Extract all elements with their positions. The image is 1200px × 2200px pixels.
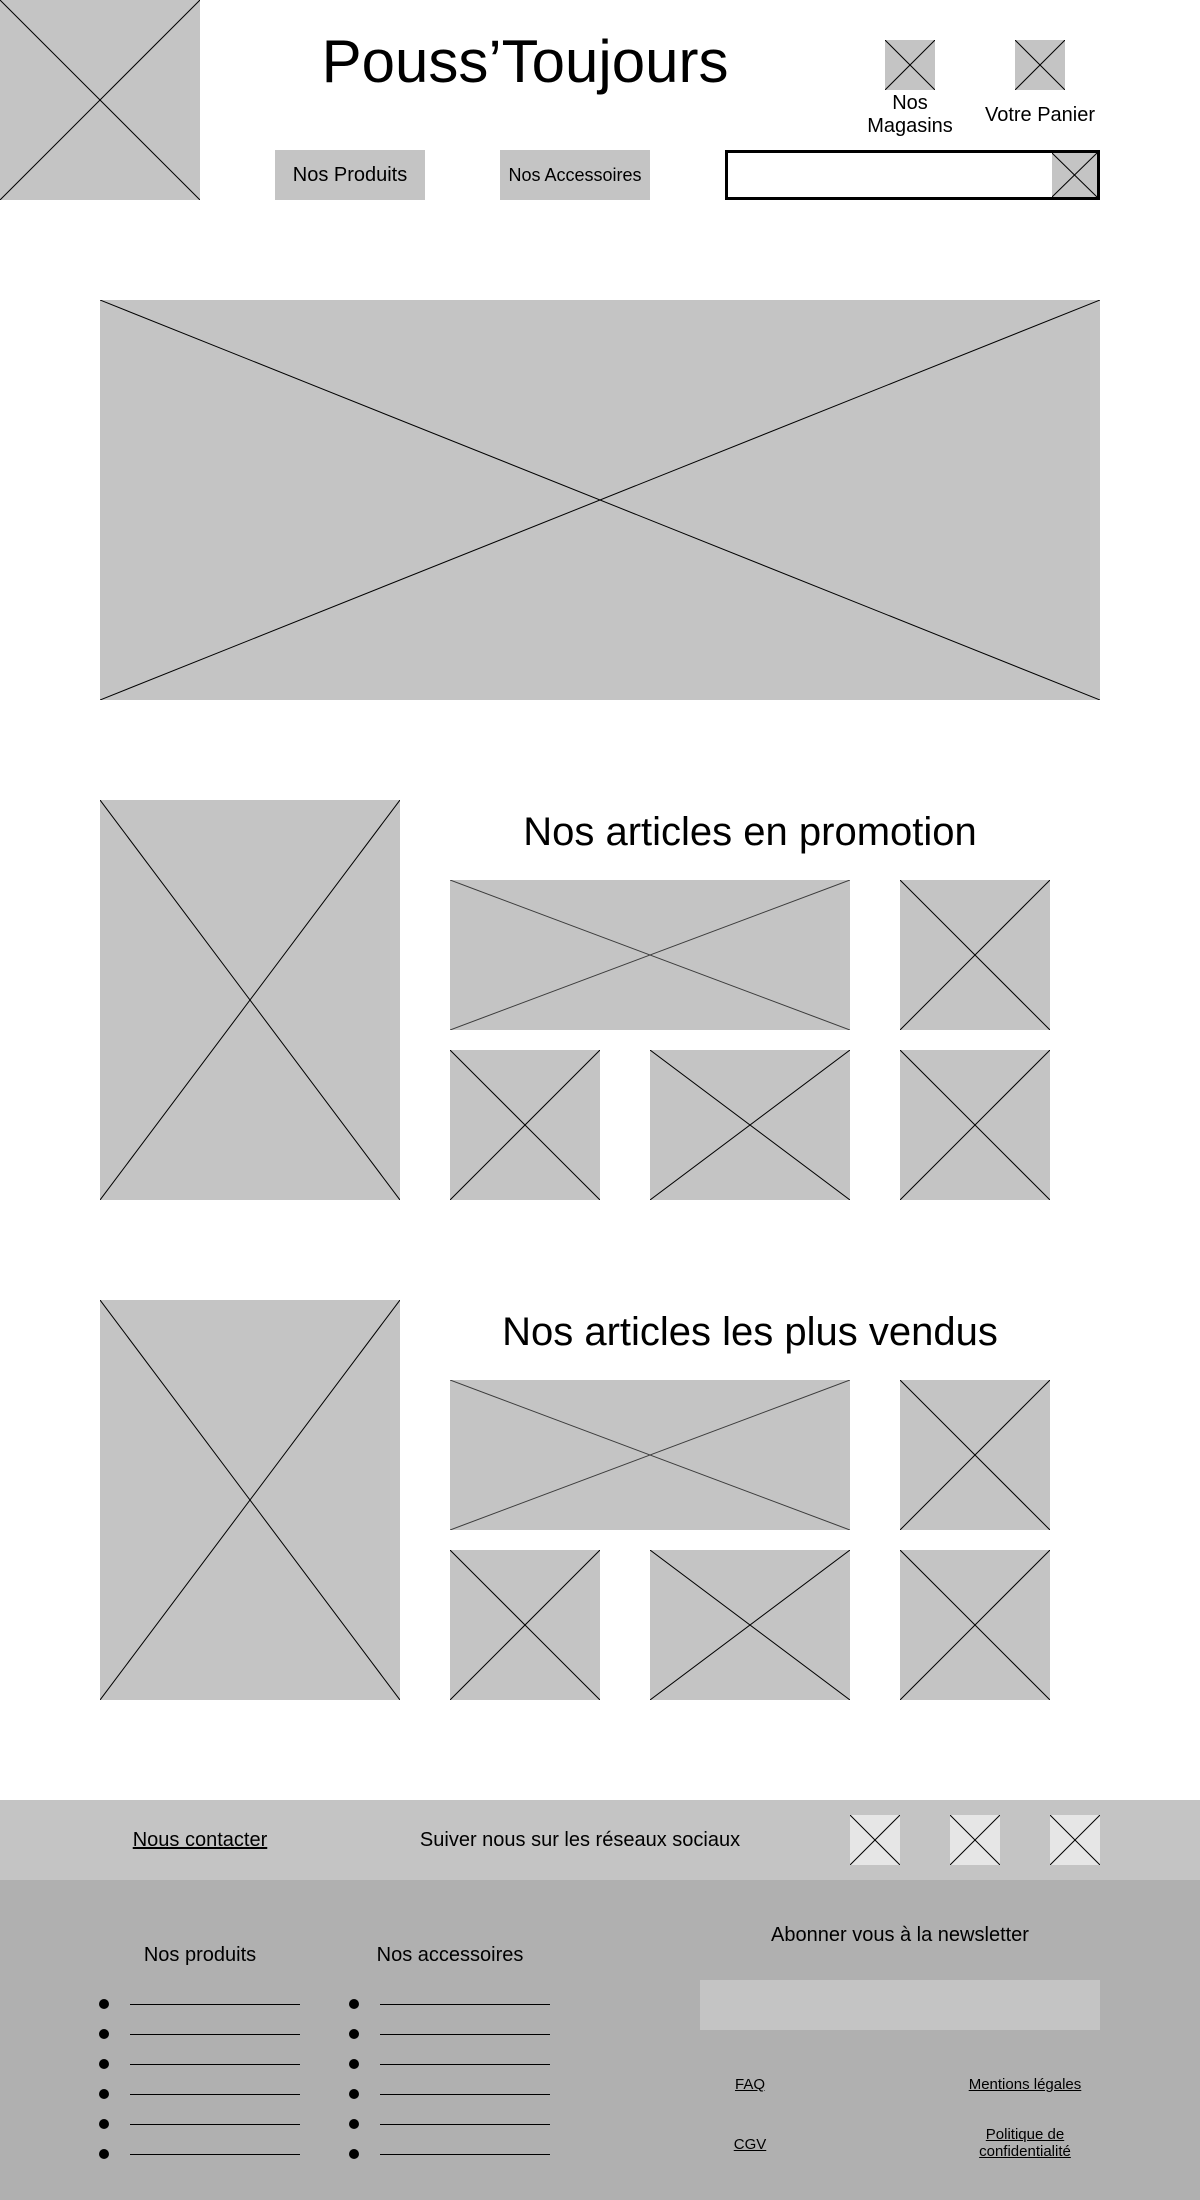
list-item-line[interactable] bbox=[130, 2094, 300, 2095]
list-bullet bbox=[99, 2119, 109, 2129]
cgv-link[interactable]: CGV bbox=[733, 2136, 767, 2153]
bestseller-item-image[interactable] bbox=[450, 1550, 600, 1700]
list-item-line[interactable] bbox=[130, 2154, 300, 2155]
footer-accessories-title: Nos accessoires bbox=[376, 1944, 524, 1966]
store-icon[interactable] bbox=[885, 40, 935, 90]
cart-icon[interactable] bbox=[1015, 40, 1065, 90]
bestseller-item-image[interactable] bbox=[650, 1550, 850, 1700]
list-bullet bbox=[349, 2119, 359, 2129]
social-icon[interactable] bbox=[1050, 1815, 1100, 1865]
cart-label[interactable]: Votre Panier bbox=[984, 104, 1096, 126]
list-item-line[interactable] bbox=[130, 2124, 300, 2125]
privacy-policy-link[interactable]: Politique de confidentialité bbox=[979, 2126, 1071, 2160]
newsletter-email-input[interactable] bbox=[700, 1980, 1100, 2030]
list-item-line[interactable] bbox=[380, 2094, 550, 2095]
social-icon[interactable] bbox=[950, 1815, 1000, 1865]
promo-item-image[interactable] bbox=[650, 1050, 850, 1200]
bestseller-item-image[interactable] bbox=[900, 1550, 1050, 1700]
bestseller-featured-image[interactable] bbox=[100, 1300, 400, 1700]
hero-banner-image[interactable] bbox=[100, 300, 1100, 700]
list-bullet bbox=[99, 2029, 109, 2039]
list-item-line[interactable] bbox=[380, 2154, 550, 2155]
list-item-line[interactable] bbox=[130, 2064, 300, 2065]
list-bullet bbox=[99, 2089, 109, 2099]
site-title: Pouss’Toujours bbox=[321, 28, 729, 95]
footer-products-title: Nos produits bbox=[143, 1944, 257, 1966]
faq-link[interactable]: FAQ bbox=[734, 2076, 765, 2093]
newsletter-title: Abonner vous à la newsletter bbox=[771, 1924, 1029, 1946]
bestsellers-title: Nos articles les plus vendus bbox=[502, 1310, 998, 1354]
list-bullet bbox=[349, 1999, 359, 2009]
list-item-line[interactable] bbox=[130, 2034, 300, 2035]
contact-link[interactable]: Nous contacter bbox=[132, 1829, 268, 1851]
list-bullet bbox=[99, 1999, 109, 2009]
stores-label[interactable]: Nos Magasins bbox=[867, 92, 953, 137]
search-input[interactable] bbox=[728, 153, 1054, 197]
social-icon[interactable] bbox=[850, 1815, 900, 1865]
list-bullet bbox=[99, 2149, 109, 2159]
promo-featured-image[interactable] bbox=[100, 800, 400, 1200]
promo-item-image[interactable] bbox=[450, 1050, 600, 1200]
promotions-title: Nos articles en promotion bbox=[523, 810, 977, 854]
nav-accessories-button[interactable]: Nos Accessoires bbox=[500, 150, 650, 200]
list-item-line[interactable] bbox=[130, 2004, 300, 2005]
promo-item-image[interactable] bbox=[900, 1050, 1050, 1200]
search-bar bbox=[725, 150, 1100, 200]
search-icon[interactable] bbox=[1052, 153, 1097, 197]
list-bullet bbox=[349, 2029, 359, 2039]
list-item-line[interactable] bbox=[380, 2034, 550, 2035]
list-bullet bbox=[349, 2149, 359, 2159]
legal-notice-link[interactable]: Mentions légales bbox=[968, 2076, 1082, 2093]
footer-top-bar bbox=[0, 1800, 1200, 1880]
list-bullet bbox=[349, 2089, 359, 2099]
promo-item-image[interactable] bbox=[900, 880, 1050, 1030]
list-item-line[interactable] bbox=[380, 2004, 550, 2005]
list-item-line[interactable] bbox=[380, 2124, 550, 2125]
list-item-line[interactable] bbox=[380, 2064, 550, 2065]
bestseller-item-image[interactable] bbox=[450, 1380, 850, 1530]
promo-item-image[interactable] bbox=[450, 880, 850, 1030]
logo-image[interactable] bbox=[0, 0, 200, 200]
list-bullet bbox=[349, 2059, 359, 2069]
nav-products-button[interactable]: Nos Produits bbox=[275, 150, 425, 200]
list-bullet bbox=[99, 2059, 109, 2069]
social-follow-text: Suiver nous sur les réseaux sociaux bbox=[419, 1829, 741, 1851]
bestseller-item-image[interactable] bbox=[900, 1380, 1050, 1530]
footer-main bbox=[0, 1880, 1200, 2200]
